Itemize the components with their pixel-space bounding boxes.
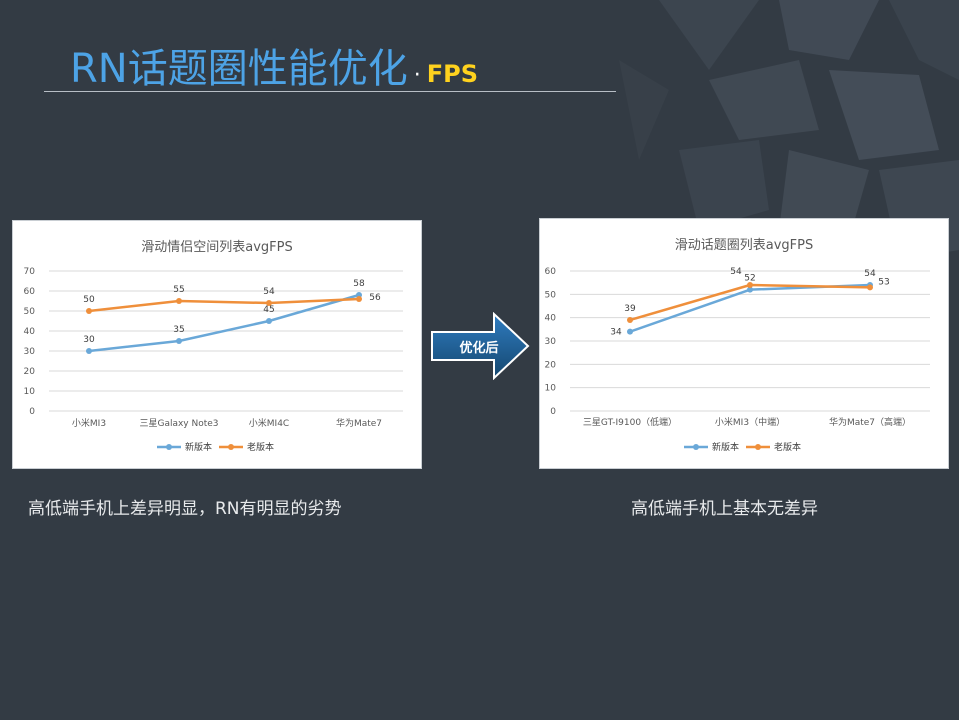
legend-label: 新版本 <box>185 441 212 453</box>
legend-label: 新版本 <box>712 441 739 453</box>
data-label: 50 <box>83 295 95 305</box>
y-tick-label: 40 <box>545 314 557 324</box>
series-line-new <box>88 293 360 353</box>
y-tick-label: 60 <box>24 287 36 297</box>
y-tick-label: 0 <box>550 407 556 417</box>
data-label: 56 <box>369 293 381 303</box>
slide-title-main: RN话题圈性能优化 <box>70 46 408 92</box>
chart-title: 滑动情侣空间列表avgFPS <box>141 240 292 255</box>
legend-marker <box>166 444 172 450</box>
y-tick-label: 30 <box>545 337 557 347</box>
slide-title-fps: FPS <box>426 60 478 88</box>
optimization-arrow-icon <box>431 312 530 380</box>
data-label: 39 <box>624 304 636 314</box>
legend-marker <box>228 444 234 450</box>
data-label: 34 <box>610 328 622 338</box>
legend-marker <box>755 444 761 450</box>
data-point <box>747 282 753 288</box>
data-label: 54 <box>730 267 742 277</box>
x-tick-label: 小米MI4C <box>249 417 289 429</box>
chart-card-after: 滑动话题圈列表avgFPS 0 10 20 30 40 50 60 三星GT-I9100（低端）… <box>539 218 949 469</box>
chart-before-optimization: 滑动情侣空间列表avgFPS 0 10 20 30 40 50 60 70 小米MI3 三星Gala… <box>24 240 403 453</box>
x-tick-label: 华为Mate7（高端） <box>829 416 911 428</box>
x-tick-label: 三星GT-I9100（低端） <box>583 416 677 428</box>
data-point <box>627 317 633 323</box>
chart-after-optimization: 滑动话题圈列表avgFPS 0 10 20 30 40 50 60 三星GT-I9100（低端）… <box>545 238 930 453</box>
y-tick-label: 30 <box>24 347 36 357</box>
data-label: 35 <box>173 325 184 335</box>
data-label: 53 <box>878 277 889 287</box>
data-label: 55 <box>173 285 184 295</box>
x-tick-label: 小米MI3（中端） <box>715 416 785 428</box>
legend-marker <box>693 444 699 450</box>
data-point <box>747 286 753 293</box>
data-point <box>176 298 182 304</box>
y-tick-label: 40 <box>24 327 36 337</box>
y-tick-label: 20 <box>545 360 557 370</box>
series-line-old <box>88 297 360 313</box>
y-tick-label: 20 <box>24 367 36 377</box>
y-tick-label: 50 <box>545 290 557 300</box>
x-tick-label: 三星Galaxy Note3 <box>139 418 218 429</box>
y-tick-label: 70 <box>24 267 36 277</box>
legend-label: 老版本 <box>774 441 801 453</box>
arrow-label: 优化后 <box>459 341 499 356</box>
data-point <box>266 300 272 306</box>
y-tick-label: 10 <box>545 384 557 394</box>
x-tick-label: 华为Mate7 <box>336 417 382 429</box>
data-label: 54 <box>864 269 876 279</box>
y-tick-label: 10 <box>24 387 36 397</box>
title-underline <box>44 91 616 92</box>
data-label: 58 <box>353 279 365 289</box>
y-tick-label: 60 <box>545 267 557 277</box>
data-point <box>356 296 362 302</box>
caption-after: 高低端手机上基本无差异 <box>631 499 818 519</box>
data-point <box>867 284 873 291</box>
chart-title: 滑动话题圈列表avgFPS <box>675 238 813 253</box>
data-point <box>627 328 633 335</box>
data-point <box>176 338 182 344</box>
legend-label: 老版本 <box>247 441 274 453</box>
data-point <box>86 348 92 354</box>
data-point <box>266 318 272 324</box>
y-tick-label: 50 <box>24 307 36 317</box>
x-tick-label: 小米MI3 <box>72 417 106 429</box>
caption-before: 高低端手机上差异明显，RN有明显的劣势 <box>28 499 342 519</box>
data-label: 54 <box>263 287 275 297</box>
slide-title-dot: · <box>413 63 421 88</box>
y-tick-label: 0 <box>29 407 35 417</box>
data-label: 45 <box>263 305 274 315</box>
data-label: 30 <box>83 335 95 345</box>
chart-card-before: 滑动情侣空间列表avgFPS 0 10 20 30 40 50 60 70 小米MI3 三星Gala… <box>12 220 422 469</box>
slide-title: RN话题圈性能优化 · FPS <box>70 36 478 94</box>
data-point <box>86 308 92 314</box>
data-label: 52 <box>744 274 755 284</box>
